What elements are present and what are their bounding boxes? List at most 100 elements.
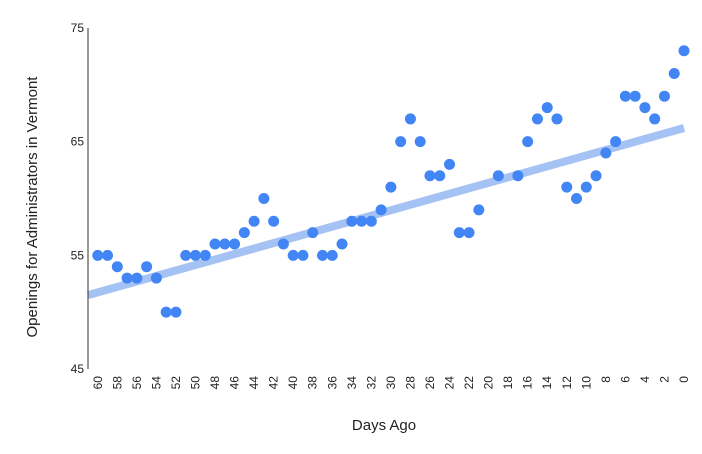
- data-point: [189, 249, 201, 261]
- x-tick-label: 6: [618, 376, 632, 383]
- data-point: [561, 181, 573, 193]
- data-point: [512, 170, 524, 182]
- y-tick-label: 75: [71, 21, 85, 35]
- y-tick-label: 55: [71, 248, 85, 262]
- x-tick-label: 12: [560, 376, 574, 390]
- data-point: [268, 215, 280, 227]
- data-point: [404, 113, 416, 125]
- data-point: [209, 238, 221, 250]
- x-tick-label: 42: [267, 376, 281, 390]
- x-tick-label: 32: [364, 376, 378, 390]
- x-tick-label: 20: [482, 376, 496, 390]
- data-point: [150, 272, 162, 284]
- data-point: [395, 136, 407, 148]
- data-point: [639, 102, 651, 114]
- y-tick-labels: 45 55 65 75: [71, 21, 85, 376]
- data-point: [580, 181, 592, 193]
- x-tick-label: 30: [384, 376, 398, 390]
- data-point: [336, 238, 348, 250]
- data-point: [531, 113, 543, 125]
- data-point: [238, 227, 250, 239]
- data-point: [258, 193, 270, 204]
- x-tick-label: 22: [462, 376, 476, 390]
- x-tick-label: 24: [443, 376, 457, 390]
- data-point: [590, 170, 602, 182]
- data-point: [629, 90, 641, 102]
- x-tick-label: 26: [423, 376, 437, 390]
- x-tick-label: 10: [579, 376, 593, 390]
- data-point: [199, 249, 211, 261]
- data-point: [444, 158, 456, 170]
- data-point: [356, 215, 368, 227]
- data-point: [522, 136, 534, 148]
- data-points: [92, 45, 690, 318]
- x-tick-label: 8: [599, 376, 613, 383]
- data-point: [111, 261, 123, 273]
- data-point: [160, 306, 172, 318]
- x-tick-label: 36: [325, 376, 339, 390]
- x-tick-labels: 60 58 56 54 52 50 48 46 44 42 40 38 36 34 32 30 28 26 24 22…: [91, 376, 691, 390]
- data-point: [473, 204, 485, 216]
- data-point: [277, 238, 289, 250]
- data-point: [492, 170, 504, 182]
- data-point: [375, 204, 387, 216]
- data-point: [229, 238, 241, 250]
- data-point: [121, 272, 133, 284]
- x-tick-label: 46: [228, 376, 242, 390]
- data-point: [92, 249, 104, 261]
- x-axis-title: Days Ago: [352, 417, 416, 434]
- data-point: [219, 238, 231, 250]
- data-point: [600, 147, 612, 159]
- data-point: [649, 113, 661, 125]
- data-point: [248, 215, 260, 227]
- x-tick-label: 4: [638, 376, 652, 383]
- x-tick-label: 14: [540, 376, 554, 390]
- x-tick-label: 28: [403, 376, 417, 390]
- x-tick-label: 56: [130, 376, 144, 390]
- data-point: [453, 227, 465, 239]
- data-point: [316, 249, 328, 261]
- data-point: [610, 136, 622, 148]
- data-point: [102, 249, 114, 261]
- x-tick-label: 0: [677, 376, 691, 383]
- x-tick-label: 52: [169, 376, 183, 390]
- data-point: [307, 227, 319, 239]
- x-tick-label: 40: [286, 376, 300, 390]
- x-tick-label: 54: [149, 376, 163, 390]
- x-tick-label: 2: [657, 376, 671, 383]
- x-tick-label: 48: [208, 376, 222, 390]
- data-point: [170, 306, 182, 318]
- y-axis-title: Openings for Administrators in Vermont: [24, 76, 41, 338]
- x-tick-label: 50: [188, 376, 202, 390]
- data-point: [571, 193, 583, 204]
- x-tick-label: 44: [247, 376, 261, 390]
- data-point: [414, 136, 426, 148]
- data-point: [326, 249, 338, 261]
- data-point: [131, 272, 143, 284]
- x-tick-label: 58: [110, 376, 124, 390]
- x-tick-label: 16: [521, 376, 535, 390]
- data-point: [658, 90, 670, 102]
- data-point: [287, 249, 299, 261]
- data-point: [365, 215, 377, 227]
- data-point: [463, 227, 475, 239]
- data-point: [541, 102, 553, 114]
- x-tick-label: 18: [501, 376, 515, 390]
- x-tick-label: 60: [91, 376, 105, 390]
- x-tick-label: 34: [345, 376, 359, 390]
- data-point: [678, 45, 690, 57]
- data-point: [385, 181, 397, 193]
- data-point: [668, 67, 680, 79]
- data-point: [434, 170, 446, 182]
- y-tick-label: 65: [71, 135, 85, 149]
- data-point: [424, 170, 436, 182]
- data-point: [346, 215, 358, 227]
- data-point: [619, 90, 631, 102]
- data-point: [551, 113, 563, 125]
- data-point: [141, 261, 153, 273]
- data-point: [180, 249, 192, 261]
- x-tick-label: 38: [306, 376, 320, 390]
- y-tick-label: 45: [71, 362, 85, 376]
